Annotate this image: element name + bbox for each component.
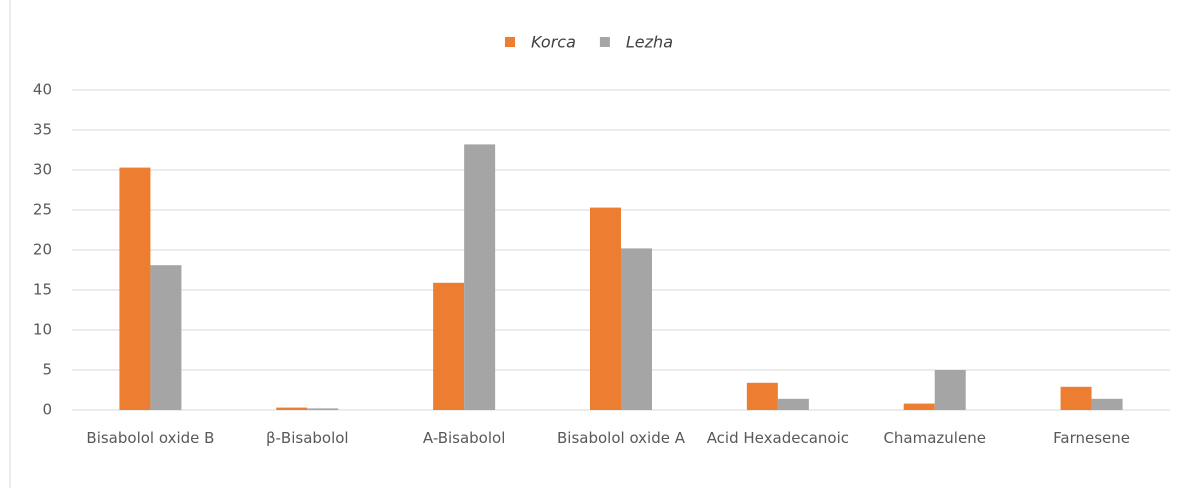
y-tick-label: 5	[42, 361, 52, 379]
x-tick-label: A-Bisabolol	[422, 429, 506, 447]
legend-label: Lezha	[626, 33, 673, 52]
y-tick-label: 35	[33, 121, 52, 139]
y-tick-label: 25	[33, 201, 52, 219]
bar	[307, 408, 339, 410]
bar	[119, 167, 151, 410]
bar	[590, 207, 621, 410]
bar	[433, 282, 465, 410]
y-tick-label: 10	[33, 321, 52, 339]
bar	[903, 403, 935, 410]
x-tick-label: Bisabolol oxide B	[86, 429, 215, 447]
bar	[464, 144, 496, 410]
legend-swatch	[505, 37, 515, 47]
y-tick-label: 30	[33, 161, 52, 179]
bar	[1060, 386, 1092, 410]
y-tick-label: 15	[33, 281, 52, 299]
bar	[777, 398, 809, 410]
legend-swatch	[599, 37, 610, 47]
x-tick-label: Chamazulene	[883, 429, 986, 447]
bar	[934, 370, 966, 410]
legend-label: Korca	[531, 33, 576, 52]
y-tick-label: 20	[33, 241, 52, 259]
bar	[621, 248, 652, 410]
x-tick-label: Bisabolol oxide A	[557, 429, 685, 447]
y-tick-label: 0	[42, 401, 52, 419]
x-tick-label: Acid Hexadecanoic	[706, 429, 849, 447]
bar	[1091, 398, 1123, 410]
x-tick-label: Farnesene	[1053, 429, 1130, 447]
x-tick-label: β-Bisabolol	[265, 429, 349, 447]
bar	[150, 265, 182, 410]
y-tick-label: 40	[33, 81, 52, 99]
bar	[746, 382, 778, 410]
bar	[276, 407, 308, 410]
